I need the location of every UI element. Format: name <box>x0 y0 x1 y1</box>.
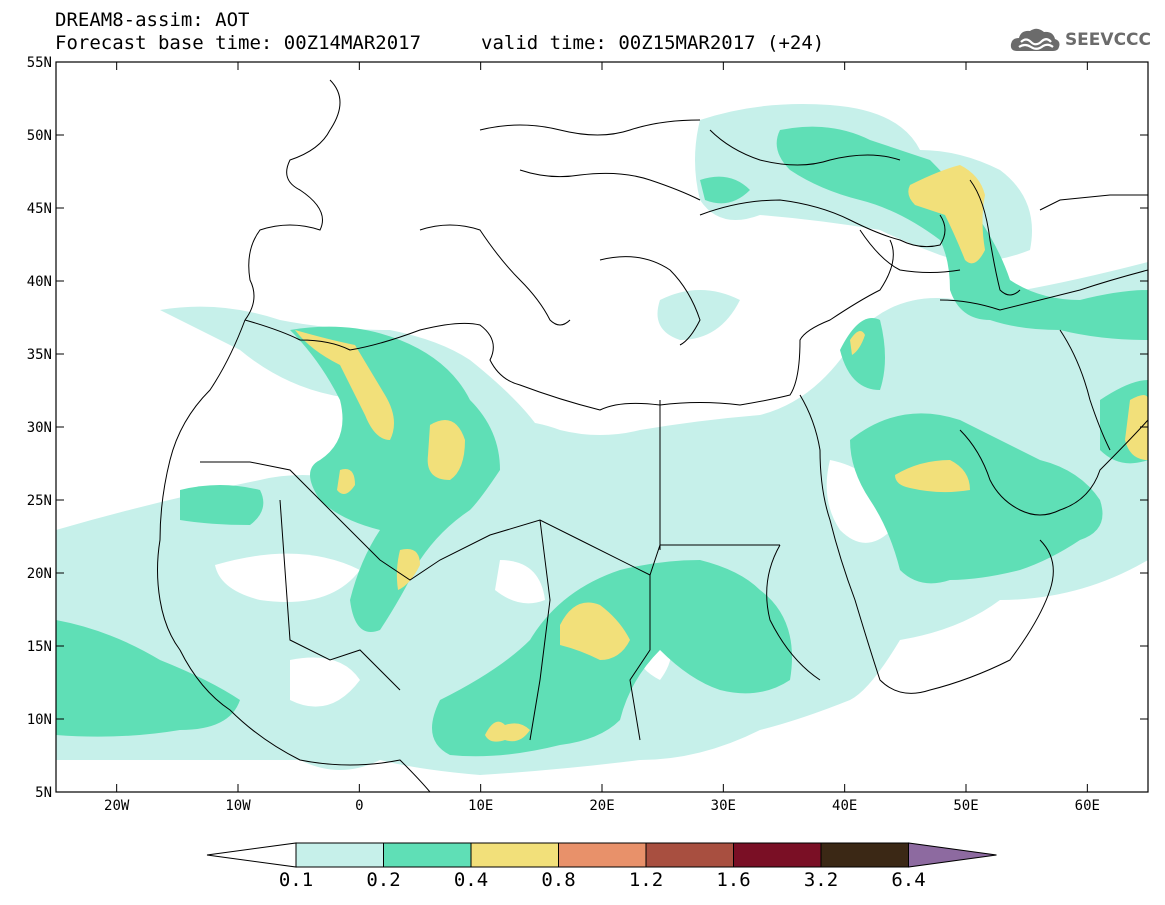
colorbar-swatch <box>820 842 909 868</box>
lat-tick-label: 45N <box>27 201 52 217</box>
colorbar-swatch <box>645 842 734 868</box>
colorbar-label: 3.2 <box>804 869 838 891</box>
lat-tick-label: 20N <box>27 566 52 582</box>
lon-tick-label: 40E <box>832 798 857 814</box>
colorbar-label: 0.4 <box>454 869 488 891</box>
colorbar-label: 0.8 <box>541 869 575 891</box>
lat-tick-label: 50N <box>27 128 52 144</box>
aot-band-0.4-0.8 <box>295 165 1148 742</box>
lon-tick-label: 0 <box>355 798 363 814</box>
colorbar-arrow-low <box>206 842 297 868</box>
colorbar-label: 6.4 <box>891 869 925 891</box>
forecast-times: Forecast base time: 00Z14MAR2017 valid ti… <box>55 33 824 53</box>
lat-tick-label: 5N <box>35 785 52 801</box>
seevccc-logo: SEEVCCC <box>1009 25 1151 55</box>
lat-tick-label: 35N <box>27 347 52 363</box>
lon-tick-label: 30E <box>711 798 736 814</box>
lon-tick-label: 20W <box>104 798 130 814</box>
longitude-axis: 20W 10W 0 10E 20E 30E 40E 50E 60E <box>104 62 1100 814</box>
colorbar-label: 0.2 <box>366 869 400 891</box>
base-time: Forecast base time: 00Z14MAR2017 <box>55 32 422 54</box>
valid-time: valid time: 00Z15MAR2017 (+24) <box>481 32 825 54</box>
colorbar-arrow-high <box>908 842 997 868</box>
colorbar-label: 1.6 <box>716 869 750 891</box>
aot-shading <box>56 104 1148 775</box>
colorbar-swatch <box>295 842 384 868</box>
colorbar: 0.1 0.2 0.4 0.8 1.2 1.6 3.2 6.4 <box>206 842 997 891</box>
colorbar-swatch <box>470 842 559 868</box>
colorbar-swatch <box>558 842 647 868</box>
lat-tick-label: 15N <box>27 639 52 655</box>
coastlines-and-borders <box>157 79 1148 792</box>
lon-tick-label: 50E <box>953 798 978 814</box>
lat-tick-label: 30N <box>27 420 52 436</box>
map-title: DREAM8-assim: AOT <box>55 9 250 31</box>
cloud-icon <box>1010 28 1060 51</box>
lat-tick-label: 25N <box>27 493 52 509</box>
logo-text: SEEVCCC <box>1064 30 1151 50</box>
lat-tick-label: 40N <box>27 274 52 290</box>
colorbar-swatch <box>383 842 472 868</box>
lat-tick-label: 55N <box>27 55 52 71</box>
colorbar-swatch <box>733 842 822 868</box>
lon-tick-label: 60E <box>1075 798 1100 814</box>
latitude-axis: 55N 50N 45N 40N 35N 30N 25N 20N 15N 10N 5N <box>27 55 1148 801</box>
lon-tick-label: 20E <box>589 798 614 814</box>
colorbar-label: 0.1 <box>279 869 313 891</box>
lon-tick-label: 10W <box>225 798 251 814</box>
lon-tick-label: 10E <box>468 798 493 814</box>
colorbar-label: 1.2 <box>629 869 663 891</box>
lat-tick-label: 10N <box>27 712 52 728</box>
